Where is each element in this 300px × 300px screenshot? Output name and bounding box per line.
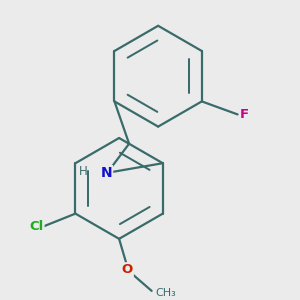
Text: N: N bbox=[100, 166, 112, 180]
Text: O: O bbox=[122, 263, 133, 276]
Text: H: H bbox=[79, 165, 87, 178]
Text: F: F bbox=[240, 108, 249, 121]
Text: Cl: Cl bbox=[29, 220, 44, 233]
Text: CH₃: CH₃ bbox=[155, 289, 176, 298]
